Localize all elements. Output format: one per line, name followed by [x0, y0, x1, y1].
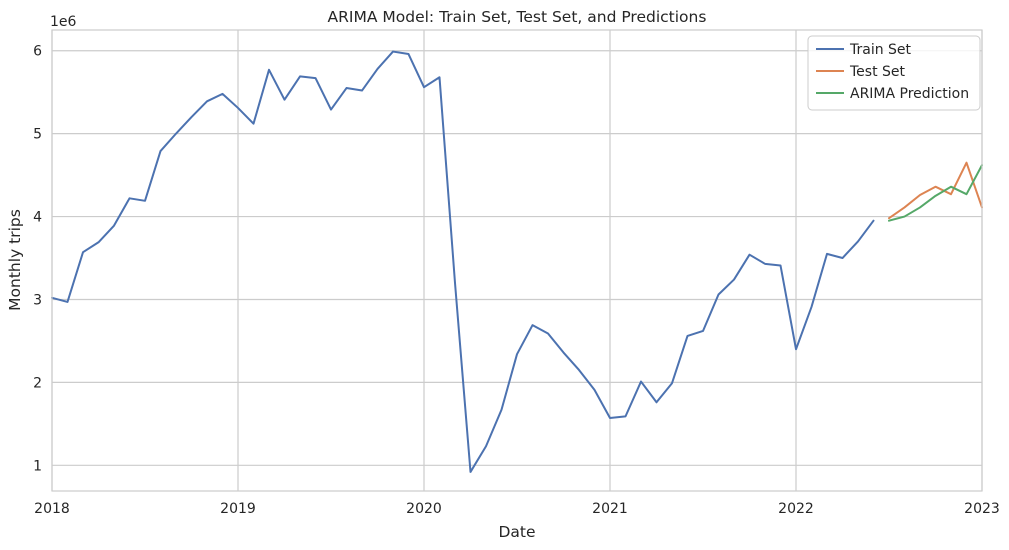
x-tick-label: 2023 — [964, 501, 1000, 517]
y-tick-label: 5 — [33, 127, 42, 143]
series-line-arima — [888, 164, 983, 222]
legend-label-train: Train Set — [849, 42, 912, 58]
legend: Train Set Test Set ARIMA Prediction — [807, 35, 981, 111]
legend-box — [807, 35, 981, 111]
x-tick-label: 2022 — [778, 501, 814, 517]
x-tick-label: 2021 — [592, 501, 628, 517]
y-offset-text: 1e6 — [50, 14, 77, 30]
x-tick-label: 2018 — [34, 501, 70, 517]
series-line-train — [51, 50, 875, 473]
legend-label-test: Test Set — [849, 64, 906, 80]
y-tick-label: 3 — [33, 292, 42, 308]
y-tick-label: 6 — [33, 44, 42, 60]
x-tick-label: 2020 — [406, 501, 442, 517]
chart-title: ARIMA Model: Train Set, Test Set, and Pr… — [328, 8, 707, 26]
plot-frame — [51, 29, 983, 492]
y-axis-label: Monthly trips — [6, 209, 24, 311]
y-tick-label: 2 — [33, 375, 42, 391]
y-tick-label: 4 — [33, 210, 42, 226]
x-tick-label: 2019 — [220, 501, 256, 517]
series-line-test — [888, 161, 983, 220]
legend-label-arima: ARIMA Prediction — [850, 86, 969, 102]
series-layer — [51, 50, 983, 473]
x-axis-label: Date — [498, 523, 535, 541]
y-tick-label: 1 — [33, 458, 42, 474]
axis-layer: 2018 2019 2020 2021 2022 2023 1 2 3 4 5 6 — [33, 29, 1000, 517]
